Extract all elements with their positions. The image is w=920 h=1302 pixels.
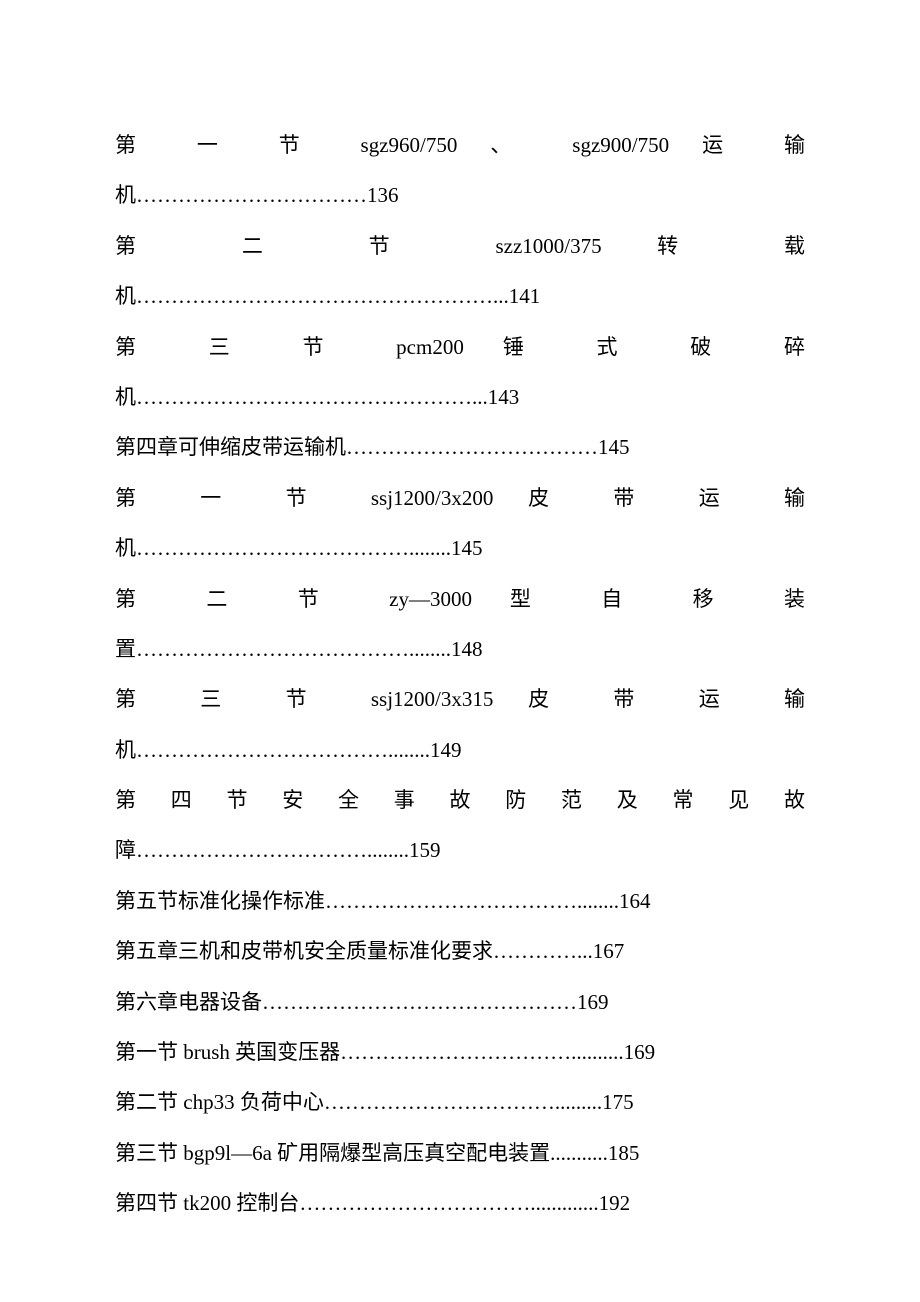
toc-entry: 第五章三机和皮带机安全质量标准化要求…………...167: [115, 926, 805, 976]
toc-entry: 第 三 节 pcm200 锤 式 破 碎: [115, 322, 805, 372]
toc-entry: 第 二 节 szz1000/375 转 载: [115, 221, 805, 271]
toc-entry: 第 一 节 ssj1200/3x200 皮 带 运 输: [115, 473, 805, 523]
toc-entry: 机…………………………………………...143: [115, 372, 805, 422]
toc-entry: 第 二 节 zy—3000 型 自 移 装: [115, 574, 805, 624]
toc-entry: 机……………………………136: [115, 170, 805, 220]
toc-entry: 第五节标准化操作标准………………………………........164: [115, 876, 805, 926]
toc-entry: 第六章电器设备………………………………………169: [115, 977, 805, 1027]
toc-entry: 第四节 tk200 控制台…………………………….............192: [115, 1178, 805, 1228]
toc-entry: 第 三 节 ssj1200/3x315 皮 带 运 输: [115, 674, 805, 724]
toc-entry: 机………………………………........149: [115, 725, 805, 775]
toc-entry: 第三节 bgp9l—6a 矿用隔爆型高压真空配电装置...........185: [115, 1128, 805, 1178]
toc-entry: 置…………………………………........148: [115, 624, 805, 674]
toc-container: 第 一 节 sgz960/750 、 sgz900/750 运 输 机………………: [115, 120, 805, 1229]
toc-entry: 第四章可伸缩皮带运输机………………………………145: [115, 422, 805, 472]
toc-entry: 第 一 节 sgz960/750 、 sgz900/750 运 输: [115, 120, 805, 170]
toc-entry: 机……………………………………………...141: [115, 271, 805, 321]
toc-entry: 障……………………………........159: [115, 825, 805, 875]
toc-entry: 第二节 chp33 负荷中心…………………………….........175: [115, 1077, 805, 1127]
toc-entry: 第 四 节 安 全 事 故 防 范 及 常 见 故: [115, 775, 805, 825]
toc-entry: 机…………………………………........145: [115, 523, 805, 573]
toc-entry: 第一节 brush 英国变压器……………………………..........169: [115, 1027, 805, 1077]
